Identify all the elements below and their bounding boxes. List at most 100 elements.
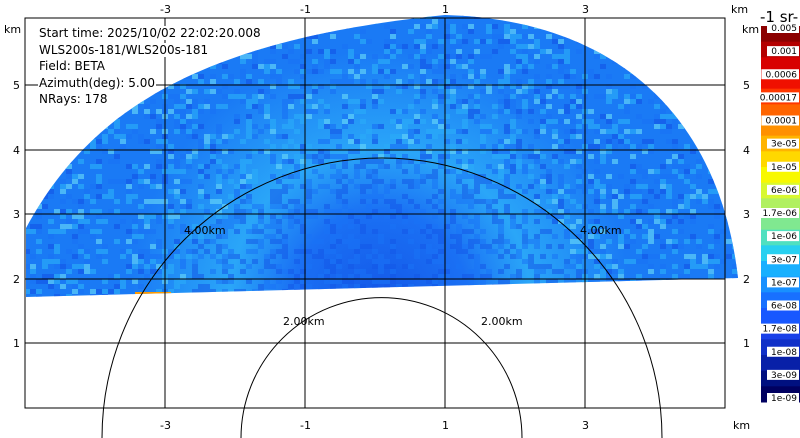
field-pixel: [684, 54, 690, 59]
field-pixel: [564, 229, 570, 234]
field-pixel: [414, 169, 420, 174]
station-name: WLS200s-181/WLS200s-181: [38, 42, 210, 57]
field-pixel: [378, 254, 384, 259]
field-pixel: [84, 129, 90, 134]
field-pixel: [546, 199, 552, 204]
field-pixel: [372, 159, 378, 164]
field-pixel: [546, 284, 552, 289]
field-pixel: [186, 114, 192, 119]
field-pixel: [510, 29, 516, 34]
field-pixel: [330, 289, 336, 294]
field-pixel: [630, 169, 636, 174]
field-pixel: [348, 259, 354, 264]
field-pixel: [576, 49, 582, 54]
field-pixel: [630, 69, 636, 74]
field-pixel: [510, 144, 516, 149]
field-pixel: [624, 19, 630, 24]
field-pixel: [552, 279, 558, 284]
field-pixel: [678, 154, 684, 159]
field-pixel: [48, 284, 54, 289]
field-pixel: [618, 234, 624, 239]
field-pixel: [294, 59, 300, 64]
field-pixel: [444, 154, 450, 159]
field-pixel: [354, 109, 360, 114]
colorbar-label-bg: [761, 69, 799, 80]
field-pixel: [660, 279, 666, 284]
field-pixel: [588, 74, 594, 79]
field-pixel: [132, 194, 138, 199]
field-pixel: [270, 124, 276, 129]
field-pixel: [474, 49, 480, 54]
field-pixel: [408, 119, 414, 124]
field-pixel: [534, 154, 540, 159]
field-pixel: [570, 94, 576, 99]
field-pixel: [576, 249, 582, 254]
field-pixel: [450, 74, 456, 79]
field-pixel: [534, 134, 540, 139]
field-pixel: [294, 199, 300, 204]
field-pixel: [474, 199, 480, 204]
field-pixel: [456, 44, 462, 49]
field-pixel: [420, 159, 426, 164]
field-pixel: [294, 279, 300, 284]
field-pixel: [282, 289, 288, 294]
field-pixel: [300, 69, 306, 74]
field-pixel: [222, 254, 228, 259]
field-pixel: [72, 279, 78, 284]
field-pixel: [564, 74, 570, 79]
field-pixel: [384, 54, 390, 59]
field-pixel: [108, 194, 114, 199]
field-pixel: [672, 204, 678, 209]
field-pixel: [474, 269, 480, 274]
field-pixel: [642, 34, 648, 39]
field-pixel: [96, 144, 102, 149]
field-pixel: [84, 259, 90, 264]
field-pixel: [696, 134, 702, 139]
colorbar-band: [761, 308, 800, 325]
field-pixel: [186, 179, 192, 184]
field-pixel: [150, 129, 156, 134]
field-pixel: [564, 264, 570, 269]
field-pixel: [564, 129, 570, 134]
field-pixel: [216, 259, 222, 264]
field-pixel: [456, 159, 462, 164]
field-pixel: [456, 224, 462, 229]
field-pixel: [504, 139, 510, 144]
field-pixel: [294, 299, 300, 304]
field-pixel: [180, 189, 186, 194]
field-pixel: [330, 209, 336, 214]
field-pixel: [324, 59, 330, 64]
field-pixel: [240, 94, 246, 99]
field-pixel: [204, 284, 210, 289]
field-pixel: [138, 204, 144, 209]
field-pixel: [468, 15, 474, 19]
field-pixel: [540, 299, 546, 304]
field-pixel: [726, 294, 732, 297]
field-pixel: [54, 274, 60, 279]
y-tick-right: 5: [743, 79, 750, 92]
field-pixel: [690, 234, 696, 239]
field-pixel: [390, 134, 396, 139]
field-pixel: [510, 94, 516, 99]
field-pixel: [444, 34, 450, 39]
field-pixel: [276, 164, 282, 169]
field-pixel: [546, 174, 552, 179]
field-pixel: [516, 249, 522, 254]
field-pixel: [192, 109, 198, 114]
field-pixel: [78, 219, 84, 224]
field-pixel: [270, 294, 276, 297]
field-pixel: [510, 39, 516, 44]
field-pixel: [228, 274, 234, 279]
field-pixel: [78, 159, 84, 164]
field-pixel: [540, 184, 546, 189]
field-pixel: [672, 249, 678, 254]
field-pixel: [594, 94, 600, 99]
field-pixel: [696, 124, 702, 129]
field-pixel: [84, 264, 90, 269]
field-pixel: [576, 179, 582, 184]
field-pixel: [216, 149, 222, 154]
field-pixel: [450, 89, 456, 94]
field-pixel: [672, 294, 678, 297]
field-pixel: [666, 139, 672, 144]
field-pixel: [72, 289, 78, 294]
